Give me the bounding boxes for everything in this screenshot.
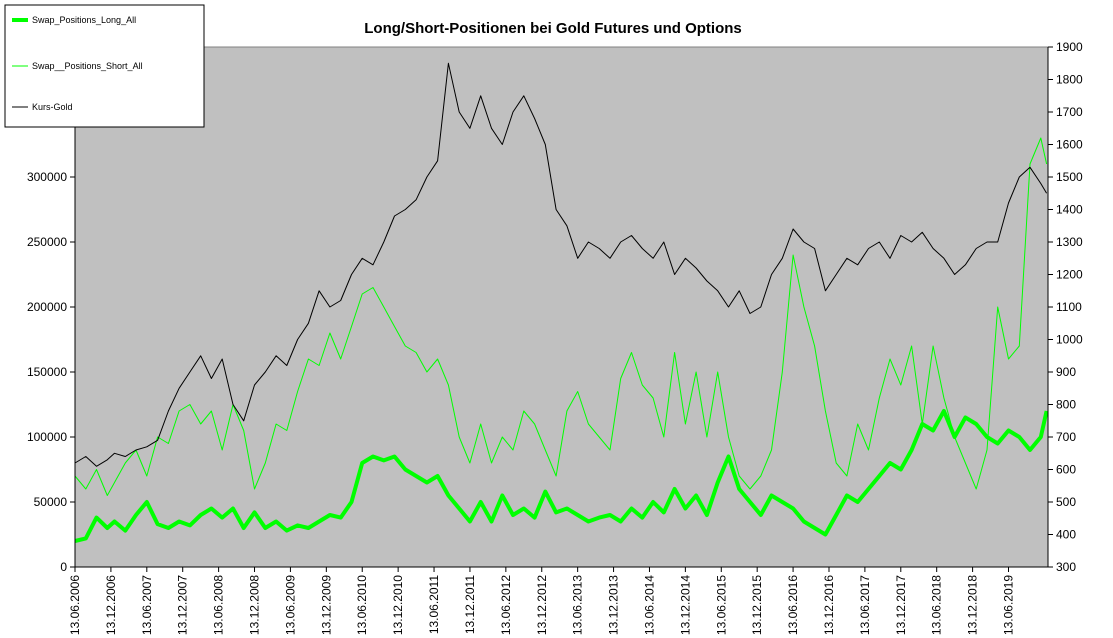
x-tick-label: 13.12.2007	[176, 575, 190, 635]
x-tick-label: 13.12.2015	[750, 575, 764, 635]
x-tick-label: 13.12.2017	[894, 575, 908, 635]
series-line-swap-positions-long-all	[74, 409, 1049, 543]
y-right-tick-label: 300	[1056, 560, 1076, 574]
y-right-tick-label: 900	[1056, 365, 1076, 379]
x-tick-label: 13.12.2010	[391, 575, 405, 635]
y-right-tick-label: 1400	[1056, 203, 1083, 217]
y-left-tick-label: 0	[60, 560, 67, 574]
x-tick-label: 13.06.2009	[283, 575, 297, 635]
y-right-tick-label: 1500	[1056, 170, 1083, 184]
series-line-kurs-gold	[74, 62, 1048, 467]
y-right-tick-label: 400	[1056, 528, 1076, 542]
x-tick-label: 13.06.2016	[786, 575, 800, 635]
x-tick-label: 13.12.2008	[248, 575, 262, 635]
x-tick-label: 13.06.2017	[858, 575, 872, 635]
plot-area	[74, 46, 1049, 568]
y-right-tick-label: 800	[1056, 398, 1076, 412]
y-right-tick-label: 1200	[1056, 268, 1083, 282]
series-line-swap-positions-short-all	[74, 137, 1048, 496]
x-tick-label: 13.06.2014	[642, 575, 656, 635]
x-tick-label: 13.06.2006	[68, 575, 82, 635]
y-right-tick-label: 1900	[1056, 40, 1083, 54]
y-right-tick-label: 700	[1056, 430, 1076, 444]
chart-title: Long/Short-Positionen bei Gold Futures u…	[364, 20, 741, 37]
x-tick-label: 13.06.2015	[714, 575, 728, 635]
y-left-tick-label: 100000	[27, 430, 67, 444]
x-tick-label: 13.12.2014	[678, 575, 692, 635]
x-tick-label: 13.06.2007	[140, 575, 154, 635]
y-right-tick-label: 500	[1056, 495, 1076, 509]
y-right-tick-label: 1600	[1056, 138, 1083, 152]
y-right-tick-label: 600	[1056, 463, 1076, 477]
x-tick-label: 13.06.2012	[499, 575, 513, 635]
legend-label-kurs-gold: Kurs-Gold	[32, 102, 73, 112]
y-left-tick-label: 250000	[27, 235, 67, 249]
y-right-tick-label: 1300	[1056, 235, 1083, 249]
legend-label-swap-positions-long-all: Swap_Positions_Long_All	[32, 15, 136, 25]
y-right-tick-label: 1800	[1056, 73, 1083, 87]
x-tick-label: 13.12.2012	[535, 575, 549, 635]
x-tick-label: 13.06.2010	[355, 575, 369, 635]
y-right-tick-label: 1700	[1056, 105, 1083, 119]
x-tick-label: 13.12.2016	[822, 575, 836, 635]
y-left-tick-label: 200000	[27, 300, 67, 314]
legend-box	[4, 4, 205, 128]
y-left-tick-label: 150000	[27, 365, 67, 379]
legend-label-swap-positions-short-all: Swap__Positions_Short_All	[32, 61, 143, 71]
x-tick-label: 13.06.2008	[212, 575, 226, 635]
series-layer	[74, 62, 1049, 543]
y-right-tick-label: 1000	[1056, 333, 1083, 347]
x-tick-label: 13.06.2018	[930, 575, 944, 635]
x-tick-label: 13.06.2019	[1002, 575, 1016, 635]
y-left-tick-label: 300000	[27, 170, 67, 184]
x-tick-label: 13.06.2013	[571, 575, 585, 635]
x-tick-label: 13.12.2009	[319, 575, 333, 635]
x-tick-label: 13.06.2011	[427, 575, 441, 634]
x-tick-label: 13.12.2018	[966, 575, 980, 635]
axes-layer: 0 50000 100000 150000 200000 250000 300000 300 4…	[27, 40, 1083, 635]
y-left-tick-label: 50000	[34, 495, 68, 509]
legend: Swap_Positions_Long_All Swap__Positions_S…	[4, 4, 205, 128]
x-tick-label: 13.12.2011	[463, 575, 477, 634]
x-tick-label: 13.12.2006	[104, 575, 118, 635]
y-right-tick-label: 1100	[1056, 300, 1082, 314]
x-tick-label: 13.12.2013	[607, 575, 621, 635]
